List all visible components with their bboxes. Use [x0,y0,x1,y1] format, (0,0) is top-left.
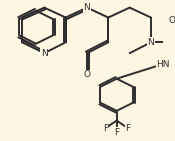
Text: O: O [169,16,175,25]
Text: F: F [125,124,131,133]
Text: N: N [41,49,48,58]
Text: F: F [114,128,119,137]
Text: O: O [83,70,90,80]
Text: F: F [103,124,108,133]
Text: N: N [148,38,154,47]
Text: HN: HN [156,60,170,69]
Text: N: N [84,3,90,12]
